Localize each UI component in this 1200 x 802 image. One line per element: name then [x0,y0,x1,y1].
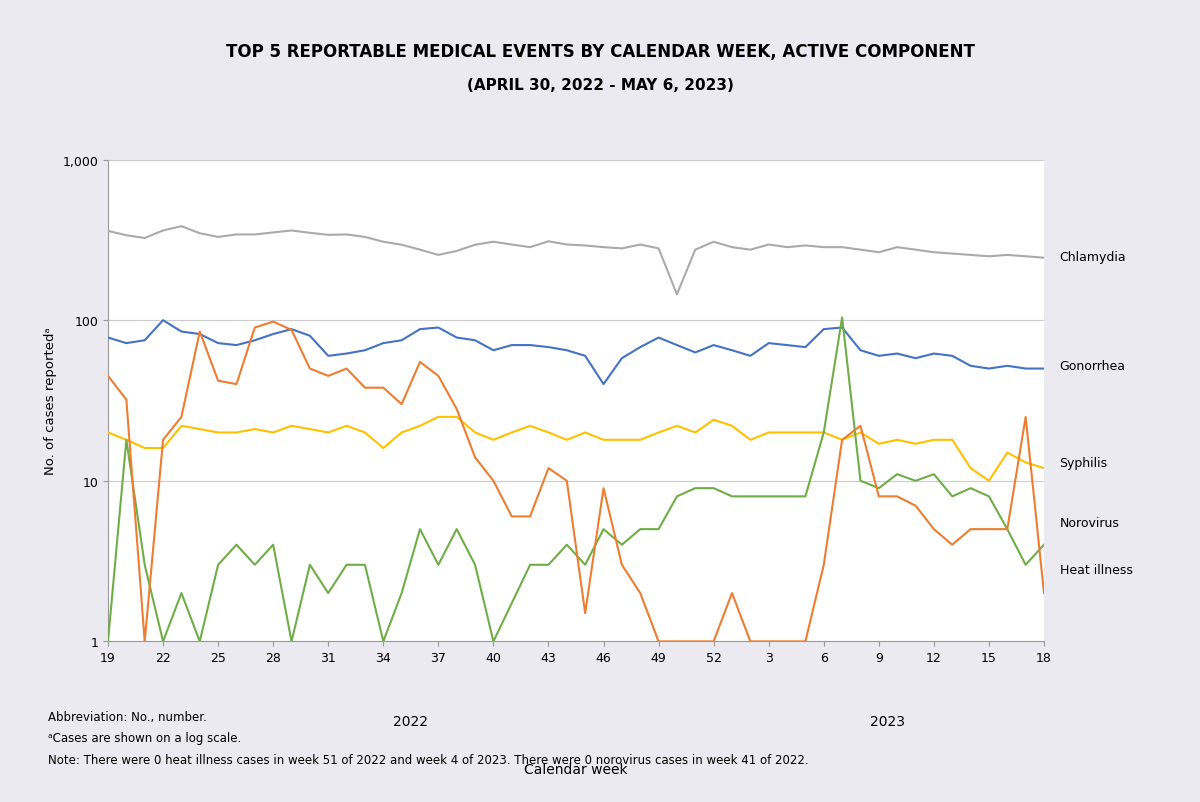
Text: Calendar week: Calendar week [524,762,628,776]
Text: Norovirus: Norovirus [1060,516,1120,529]
Text: Abbreviation: No., number.: Abbreviation: No., number. [48,710,206,723]
Text: 2022: 2022 [394,714,428,727]
Text: Chlamydia: Chlamydia [1060,250,1127,264]
Text: 2023: 2023 [870,714,906,727]
Text: ᵃCases are shown on a log scale.: ᵃCases are shown on a log scale. [48,731,241,744]
Text: Note: There were 0 heat illness cases in week 51 of 2022 and week 4 of 2023. The: Note: There were 0 heat illness cases in… [48,753,809,766]
Text: Gonorrhea: Gonorrhea [1060,360,1126,373]
Text: Syphilis: Syphilis [1060,456,1108,469]
Text: Heat illness: Heat illness [1060,563,1133,577]
Y-axis label: No. of cases reportedᵃ: No. of cases reportedᵃ [44,327,56,475]
Text: (APRIL 30, 2022 - MAY 6, 2023): (APRIL 30, 2022 - MAY 6, 2023) [467,79,733,93]
Text: TOP 5 REPORTABLE MEDICAL EVENTS BY CALENDAR WEEK, ACTIVE COMPONENT: TOP 5 REPORTABLE MEDICAL EVENTS BY CALEN… [226,43,974,61]
